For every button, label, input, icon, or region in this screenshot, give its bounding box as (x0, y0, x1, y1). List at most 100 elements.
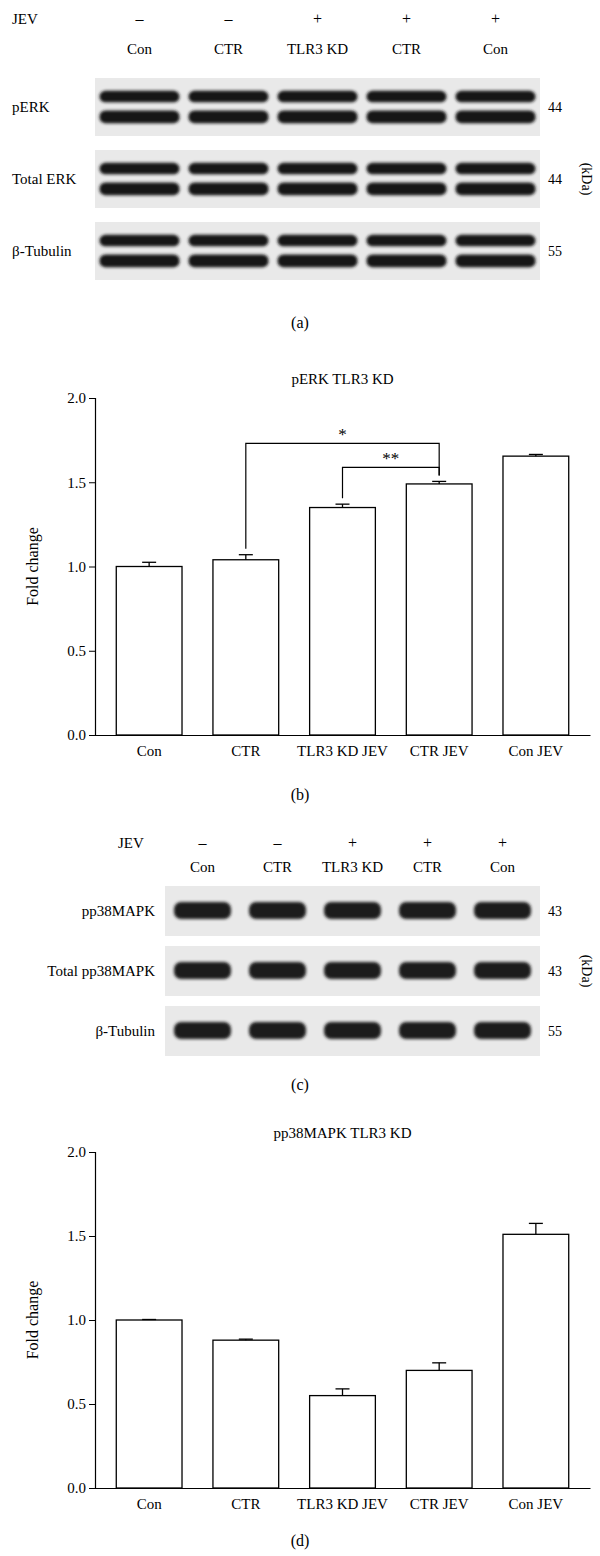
lane-label: TLR3 KD (322, 859, 383, 875)
blot-band (324, 1022, 381, 1039)
blot-panel: JEV––+++ConCTRTLR3 KDCTRConpp38MAPK43Tot… (47, 834, 594, 1094)
x-tick: Con (137, 1488, 163, 1512)
y-tick: 0.0 (67, 1480, 95, 1496)
y-tick-label: 0.0 (67, 1480, 86, 1496)
treatment-sign: + (402, 10, 411, 27)
blot-band (188, 182, 268, 195)
unit-label: (kDa) (578, 955, 594, 988)
x-tick-label: CTR JEV (410, 743, 469, 759)
blot-background (95, 78, 540, 136)
blot-band (277, 254, 357, 267)
panel-label: (b) (291, 786, 310, 804)
error-bar-stem (535, 1223, 536, 1234)
blot-band (455, 91, 535, 103)
error-bar (529, 1223, 543, 1234)
row-label: Total pp38MAPK (47, 963, 155, 979)
blot-background (165, 1006, 540, 1056)
blot-band (474, 1022, 531, 1039)
y-axis: 0.00.51.01.52.0 (67, 1144, 95, 1496)
y-tick-label: 1.0 (67, 559, 86, 575)
y-tick-mark (89, 1404, 95, 1405)
blot-band (366, 254, 446, 267)
y-tick: 1.5 (67, 1228, 95, 1244)
x-tick-label: CTR (231, 1496, 260, 1512)
panel-label: (d) (291, 1532, 310, 1550)
blot-band (366, 182, 446, 195)
bar (116, 567, 182, 736)
bar (116, 1320, 182, 1488)
bar (310, 1396, 376, 1488)
kda-label: 55 (548, 244, 562, 259)
y-tick-mark (89, 567, 95, 568)
lane-label: Con (490, 859, 516, 875)
bar-panel: 0.00.51.01.52.0ConCTRTLR3 KD JEVCTR JEVC… (24, 371, 591, 804)
x-tick: CTR (231, 1488, 260, 1512)
y-tick-label: 0.0 (67, 727, 86, 743)
blot-background (95, 222, 540, 280)
blot-band (474, 902, 531, 919)
blot-band (249, 902, 306, 919)
blot-band (277, 91, 357, 103)
y-tick: 1.5 (67, 475, 95, 491)
x-tick: Con JEV (509, 735, 564, 759)
lane-label: CTR (263, 859, 292, 875)
treatment-sign: + (313, 10, 322, 27)
x-tick-label: Con (137, 743, 163, 759)
lane-label: Con (127, 41, 153, 57)
lane-label: CTR (413, 859, 442, 875)
error-bar (239, 555, 253, 560)
blot-band (99, 91, 179, 103)
x-tick-label: Con (137, 1496, 163, 1512)
bar (503, 1234, 569, 1488)
y-tick: 0.5 (67, 643, 95, 659)
y-axis-title: Fold change (24, 1281, 42, 1360)
blot-band (324, 902, 381, 919)
unit-label: (kDa) (578, 163, 594, 196)
significance-bracket (343, 467, 440, 498)
plot-area (116, 1223, 568, 1488)
panel-label: (c) (291, 1076, 309, 1094)
blot-band (188, 254, 268, 267)
plot-area (116, 454, 568, 735)
blot-band (188, 110, 268, 123)
blot-band (277, 235, 357, 247)
y-tick-label: 2.0 (67, 390, 86, 406)
blot-band (249, 1022, 306, 1039)
chart-title: pp38MAPK TLR3 KD (273, 1125, 411, 1141)
y-tick: 1.0 (67, 559, 95, 575)
x-tick-label: CTR JEV (410, 1496, 469, 1512)
significance-bracket (246, 443, 439, 548)
blot-background (95, 150, 540, 208)
error-bar-cap (142, 562, 156, 563)
blot-band (277, 163, 357, 175)
error-bar-stem (342, 1389, 343, 1396)
y-axis-line (89, 399, 96, 736)
blot-band (99, 110, 179, 123)
x-tick-label: Con JEV (509, 743, 564, 759)
row-label: pERK (12, 99, 50, 115)
blot-band (455, 182, 535, 195)
blot-band (455, 110, 535, 123)
treatment-sign: + (491, 10, 500, 27)
treatment-sign: – (198, 834, 208, 851)
row-label: pp38MAPK (82, 903, 156, 919)
x-axis-line (96, 1488, 591, 1489)
error-bar-cap (239, 554, 253, 555)
treatment-label: JEV (118, 835, 144, 851)
blot-band (188, 91, 268, 103)
y-tick-mark (89, 1320, 95, 1321)
significance-label: ** (382, 449, 399, 468)
blot-band (249, 962, 306, 979)
y-tick-label: 2.0 (67, 1144, 86, 1160)
bar (310, 508, 376, 735)
blot-band (99, 235, 179, 247)
error-bar-cap (432, 481, 446, 482)
x-tick: TLR3 KD JEV (297, 1488, 388, 1512)
blot-panel: JEV––+++ConCTRTLR3 KDCTRConpERK44Total E… (12, 10, 594, 332)
blot-band (366, 110, 446, 123)
y-tick: 2.0 (67, 1144, 95, 1160)
error-bar-cap (432, 1362, 446, 1363)
x-tick: Con (137, 735, 163, 759)
error-bar (142, 562, 156, 566)
lane-label: Con (190, 859, 216, 875)
